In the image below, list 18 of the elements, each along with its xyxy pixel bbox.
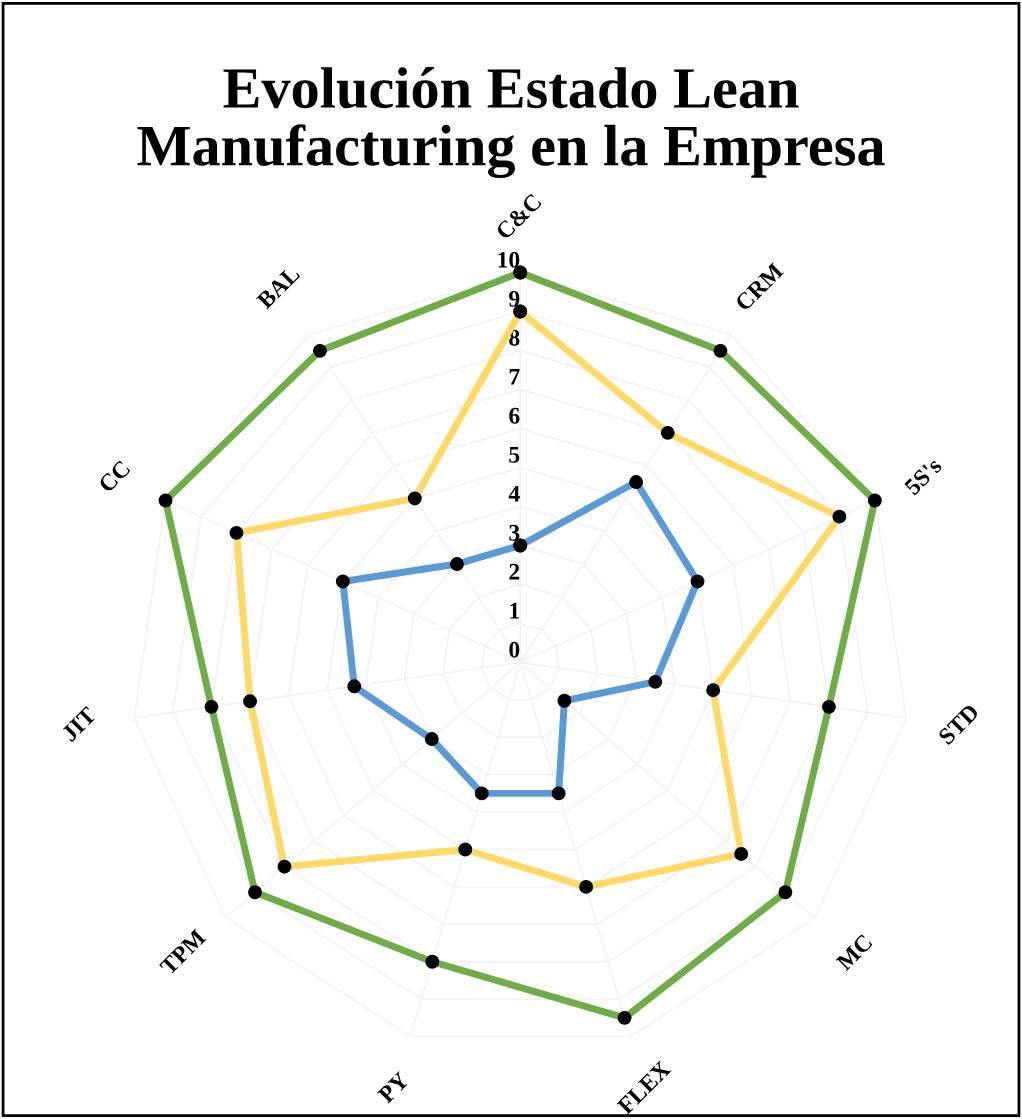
spoke-label: CC	[97, 459, 131, 494]
y-tick-label: 3	[509, 524, 520, 541]
spoke-label: 5S's	[903, 456, 943, 496]
spoke-label: PY	[377, 1071, 410, 1104]
spoke-label: BAL	[256, 265, 301, 310]
y-tick-label: 10	[498, 251, 520, 268]
spoke-label: STD	[937, 703, 980, 746]
y-tick-label: 1	[510, 602, 519, 619]
y-tick-label: 0	[509, 641, 520, 658]
spoke-label: MC	[835, 933, 873, 972]
y-tick-label: 2	[509, 563, 520, 580]
y-tick-label: 6	[509, 407, 520, 424]
chart-title: Evolución Estado Lean Manufacturing en la Empresa	[137, 67, 885, 179]
y-tick-label: 4	[508, 485, 520, 502]
y-tick-label: 7	[509, 369, 520, 385]
y-tick-label: 9	[509, 290, 520, 307]
spoke-label: JIT	[61, 706, 98, 743]
y-tick-label: 5	[509, 447, 520, 463]
